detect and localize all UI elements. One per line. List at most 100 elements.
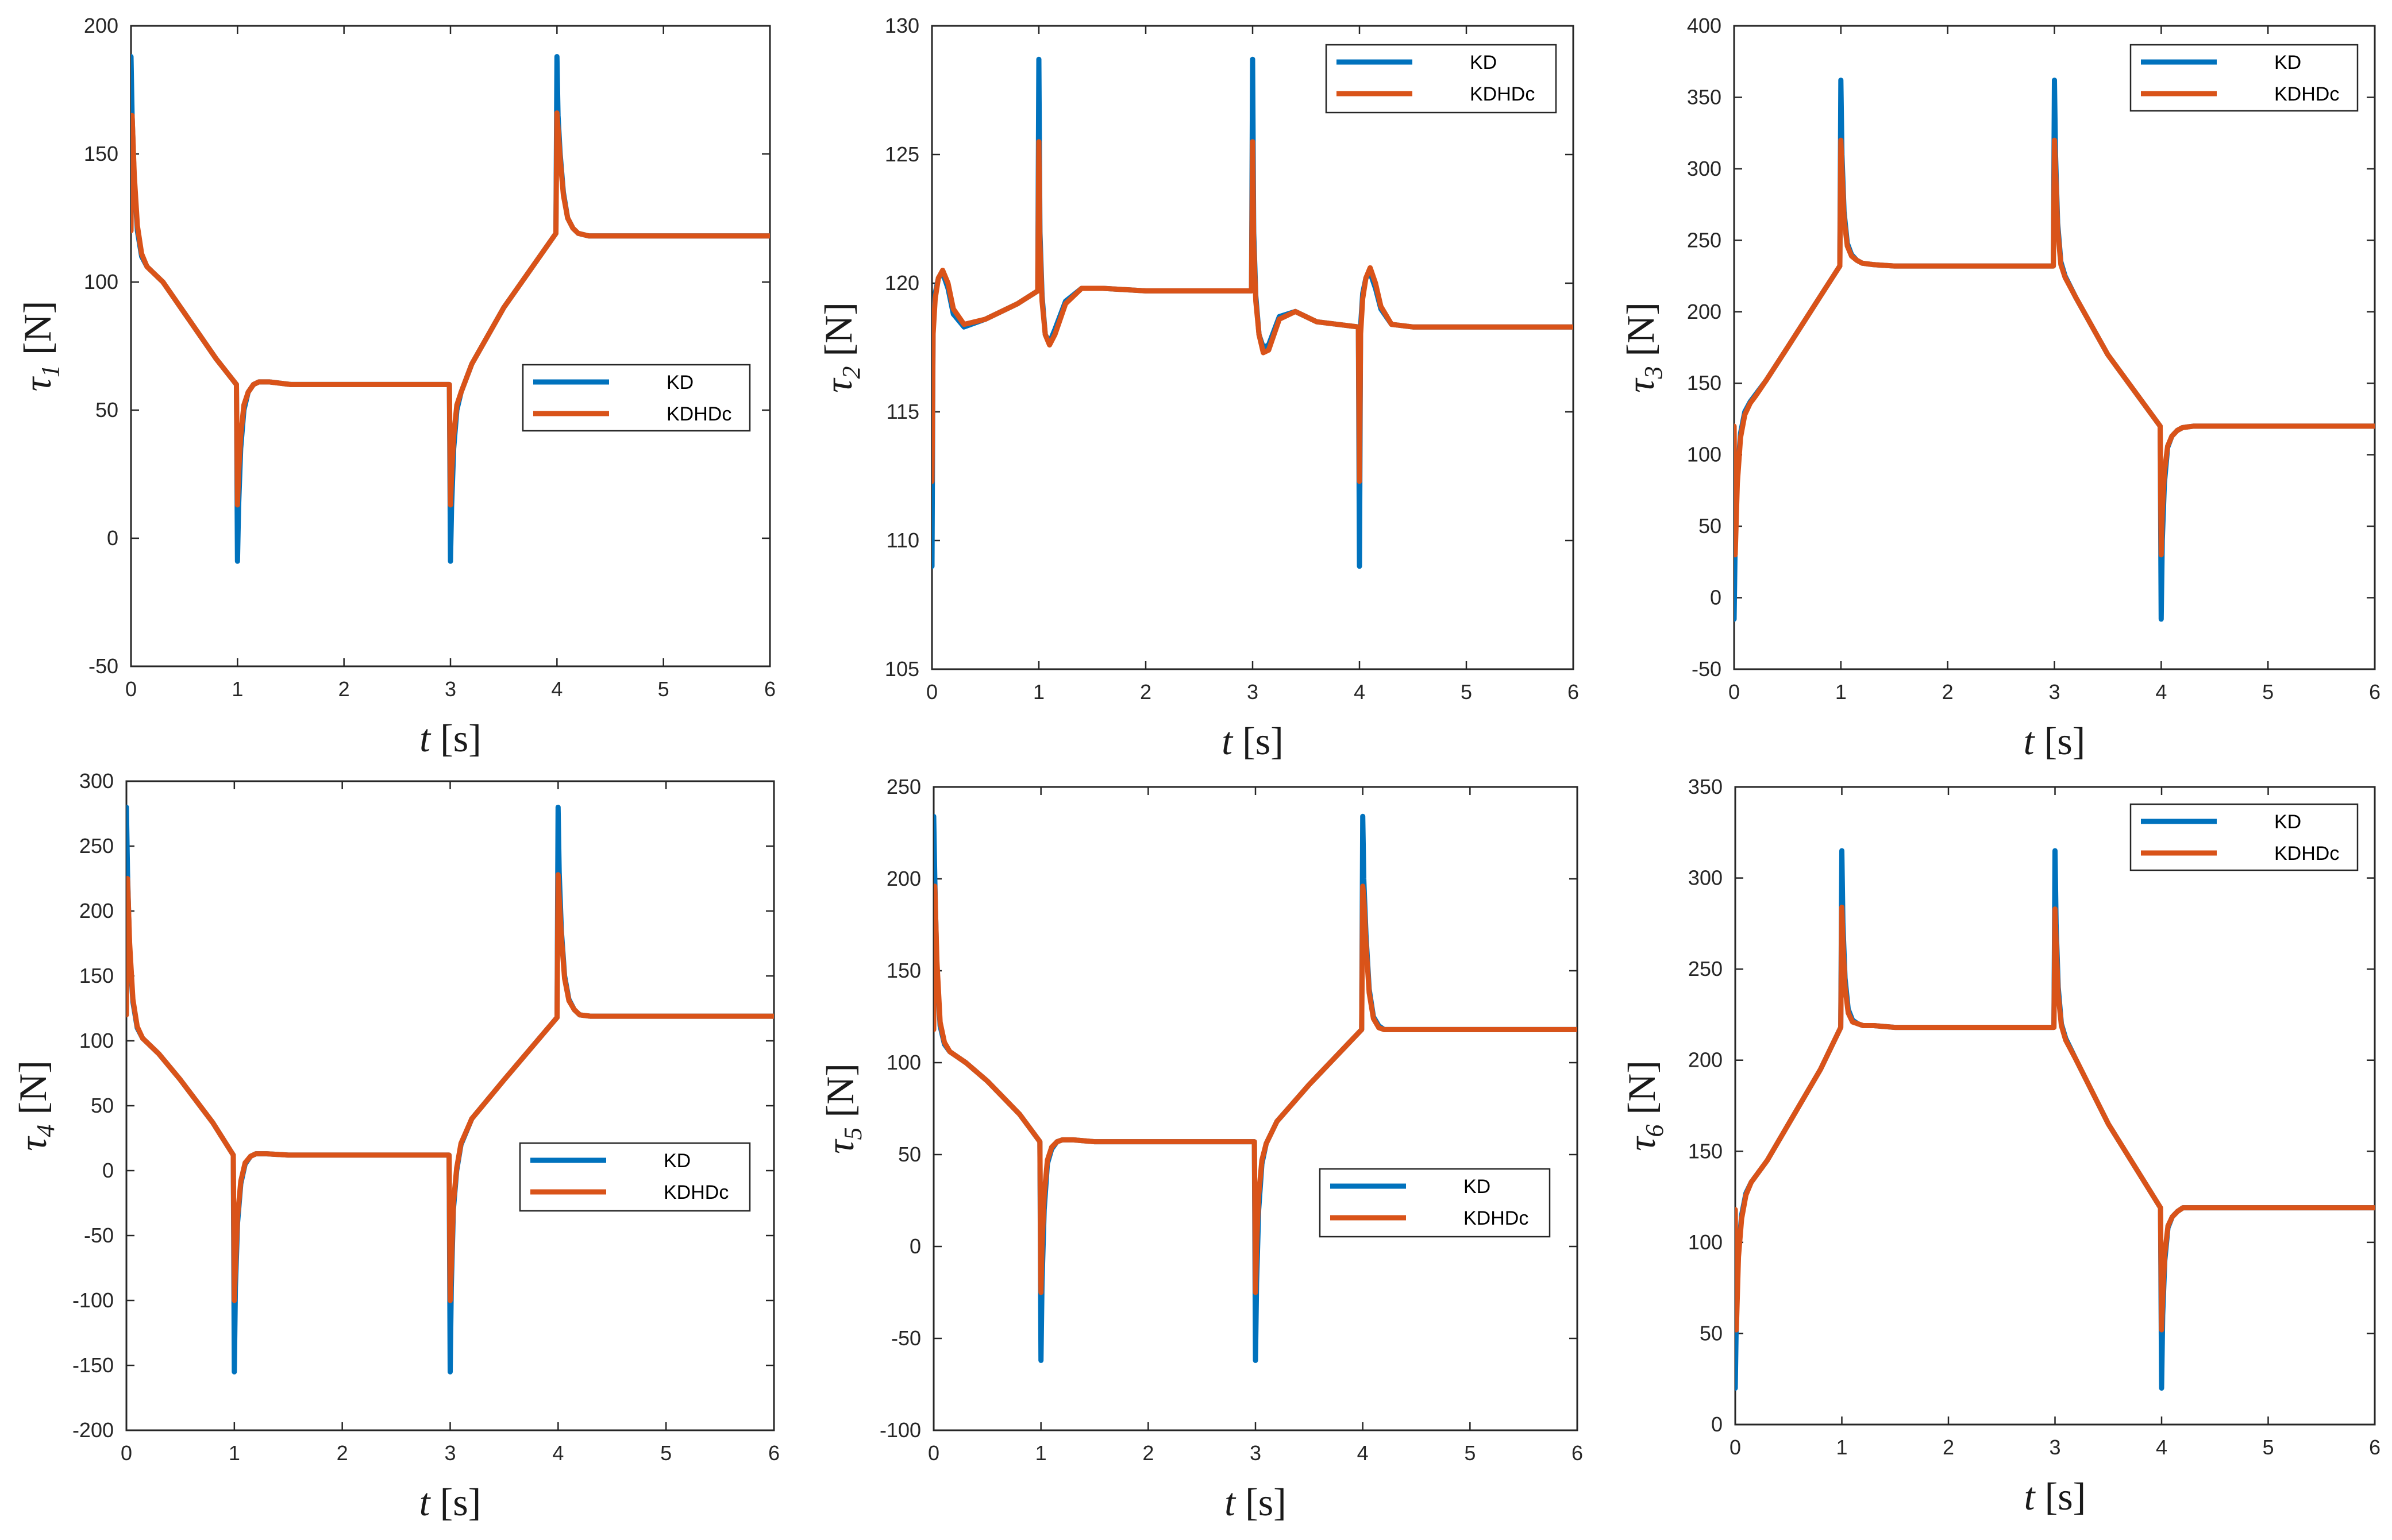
x-tick-label: 3: [2048, 680, 2060, 704]
legend-box: [2129, 44, 2359, 112]
y-tick-label: 200: [1688, 1048, 1723, 1072]
y-tick-label: 125: [885, 142, 919, 166]
legend: KD KDHDc: [522, 364, 751, 432]
subplot-1: 0 1 2 3 4 5 6 -50 0 50 100 150 200 t [s] τ1 [N] KD KDHDc: [16, 14, 776, 760]
y-tick-label: 50: [898, 1143, 921, 1166]
y-tick-label: 0: [910, 1234, 921, 1258]
x-tick-label: 5: [2262, 1435, 2274, 1459]
legend-label-KDHDc: KDHDc: [664, 1182, 729, 1203]
x-tick-label: 5: [2262, 680, 2274, 704]
y-tick-label: 50: [1700, 1321, 1723, 1345]
y-tick-label: 150: [887, 959, 921, 982]
x-tick-label: 5: [658, 677, 669, 701]
x-tick-label: 0: [1728, 680, 1740, 704]
x-tick-label: 3: [2049, 1435, 2060, 1459]
y-tick-label: -150: [72, 1353, 114, 1377]
y-axis-label: τ2 [N]: [816, 302, 865, 393]
subplot-5: 0 1 2 3 4 5 6 -100 -50 0 50 100 150 200 250 t [s] τ5 [N]…: [818, 775, 1583, 1524]
series-line-KDHDc: [126, 872, 774, 1303]
y-tick-label: 50: [91, 1094, 114, 1117]
legend-label-KD: KD: [1470, 52, 1497, 74]
y-tick-label: 250: [1687, 228, 1721, 252]
x-tick-label: 3: [1250, 1441, 1261, 1465]
subplot-3: 0 1 2 3 4 5 6 -50 0 50 100 150 200 250 300 350 400 t [s] τ…: [1619, 14, 2381, 763]
y-tick-label: 150: [79, 964, 114, 987]
subplot-6: 0 1 2 3 4 5 6 0 50 100 150 200 250 300 350 t [s] τ6 [N] K…: [1620, 775, 2381, 1518]
y-tick-label: 50: [95, 398, 118, 422]
series-line-KDHDc: [1734, 137, 2375, 558]
y-tick-label: 150: [84, 142, 118, 165]
axes-box: [130, 25, 771, 667]
legend-label-KDHDc: KDHDc: [2274, 843, 2339, 864]
x-tick-label: 4: [2156, 1435, 2167, 1459]
y-tick-label: 350: [1688, 775, 1723, 798]
y-axis-label: τ6 [N]: [1620, 1060, 1669, 1151]
y-tick-label: 100: [1688, 1230, 1723, 1254]
y-tick-label: -50: [891, 1326, 921, 1350]
series-line-KDHDc: [1735, 904, 2375, 1333]
y-tick-label: 200: [1687, 300, 1721, 323]
x-tick-label: 6: [1571, 1441, 1583, 1465]
x-tick-label: 5: [660, 1441, 672, 1465]
x-axis-label: t [s]: [2024, 1475, 2086, 1518]
legend-box: [522, 364, 751, 432]
y-tick-label: -50: [88, 654, 118, 678]
legend-label-KDHDc: KDHDc: [1463, 1207, 1528, 1229]
x-axis-label: t [s]: [1224, 1480, 1286, 1524]
x-axis-label: t [s]: [419, 1480, 482, 1524]
y-tick-label: 105: [885, 657, 919, 681]
y-tick-label: 110: [887, 528, 919, 552]
y-axis-label: τ1 [N]: [16, 301, 64, 392]
x-tick-label: 2: [1942, 680, 1954, 704]
y-tick-label: 0: [102, 1159, 114, 1182]
y-tick-label: 120: [885, 271, 919, 295]
x-tick-label: 0: [928, 1441, 939, 1465]
y-axis-label: τ4 [N]: [11, 1060, 60, 1151]
x-tick-label: 4: [1354, 680, 1365, 704]
x-tick-label: 6: [2369, 1435, 2381, 1459]
x-tick-label: 4: [552, 1441, 564, 1465]
x-tick-label: 1: [229, 1441, 240, 1465]
x-tick-label: 3: [445, 677, 456, 701]
x-tick-label: 4: [1357, 1441, 1369, 1465]
y-tick-label: 250: [887, 775, 921, 798]
y-tick-label: 150: [1687, 371, 1721, 395]
y-tick-label: 0: [1711, 1412, 1723, 1436]
x-tick-label: 6: [764, 677, 776, 701]
y-tick-label: 250: [1688, 957, 1723, 981]
y-tick-label: 200: [887, 867, 921, 890]
y-tick-label: 100: [84, 270, 118, 294]
y-axis-label: τ3 [N]: [1619, 302, 1667, 393]
y-tick-label: 300: [1688, 866, 1723, 890]
y-tick-label: 150: [1688, 1139, 1723, 1163]
legend-label-KDHDc: KDHDc: [1470, 83, 1535, 105]
legend: KD KDHDc: [1325, 44, 1557, 114]
x-tick-label: 2: [1140, 680, 1151, 704]
y-tick-label: 200: [84, 14, 118, 37]
x-tick-label: 1: [1835, 680, 1847, 704]
legend: KD KDHDc: [2129, 44, 2359, 112]
y-tick-label: 100: [79, 1029, 114, 1052]
series-line-KDHDc: [131, 110, 770, 508]
series-line-KDHDc: [932, 139, 1573, 484]
x-tick-label: 4: [2155, 680, 2167, 704]
x-tick-label: 5: [1464, 1441, 1476, 1465]
x-tick-label: 2: [337, 1441, 348, 1465]
legend-label-KDHDc: KDHDc: [667, 403, 731, 425]
y-tick-label: 0: [107, 526, 118, 550]
x-axis-label: t [s]: [2024, 719, 2086, 763]
x-tick-label: 3: [444, 1441, 456, 1465]
legend-box: [1325, 44, 1557, 114]
y-tick-label: 300: [1687, 157, 1721, 180]
x-axis-label: t [s]: [419, 716, 482, 760]
y-tick-label: -50: [84, 1223, 114, 1247]
x-tick-label: 2: [1142, 1441, 1154, 1465]
legend-box: [2129, 803, 2359, 871]
y-tick-label: 130: [885, 14, 919, 37]
y-tick-label: 100: [887, 1051, 921, 1074]
x-tick-label: 6: [768, 1441, 780, 1465]
y-tick-label: 300: [79, 769, 114, 793]
y-tick-label: -200: [72, 1418, 114, 1442]
